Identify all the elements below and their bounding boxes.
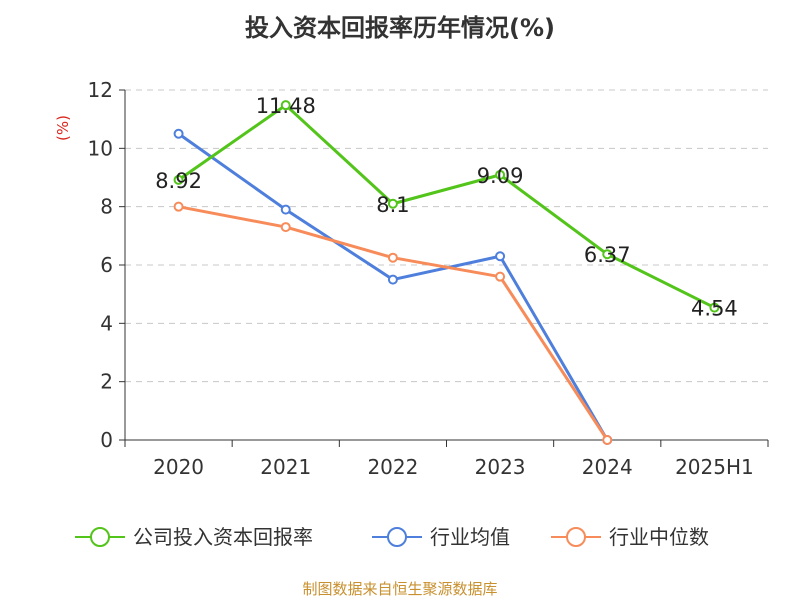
data-label: 6.37: [584, 243, 631, 267]
x-tick-label: 2025H1: [675, 455, 754, 479]
data-label: 4.54: [691, 297, 738, 321]
x-tick-label: 2021: [260, 455, 311, 479]
legend-label-0: 公司投入资本回报率: [133, 525, 313, 549]
y-tick-label: 4: [100, 311, 113, 335]
data-point: [495, 169, 506, 180]
data-label: 8.92: [155, 169, 202, 193]
data-label: 8.1: [376, 193, 409, 217]
legend-label-1: 行业均值: [430, 525, 510, 549]
legend-label-2: 行业中位数: [609, 525, 709, 549]
data-label: 9.09: [477, 164, 524, 188]
data-point: [387, 252, 398, 263]
source-note: 制图数据来自恒生聚源数据库: [302, 580, 498, 598]
data-point: [173, 174, 184, 185]
data-point: [709, 302, 720, 313]
legend: 公司投入资本回报率 行业均值 行业中位数: [75, 525, 709, 549]
y-tick-label: 6: [100, 253, 113, 277]
data-point: [387, 198, 398, 209]
legend-marker-1: [387, 527, 407, 547]
axis-layer: 0 2 4 6 8 10 12 2020 2021 2022 2023 2024 2025H1 (%): [54, 78, 769, 479]
x-tick-label: 2023: [475, 455, 526, 479]
data-label: 11.48: [256, 94, 316, 118]
series-line-1: [177, 132, 609, 441]
legend-marker-2: [566, 527, 586, 547]
series-line-0: [177, 103, 716, 309]
data-point: [602, 249, 613, 260]
data-point: [173, 128, 184, 139]
y-tick-label: 0: [100, 428, 113, 452]
y-axis-label: (%): [54, 115, 72, 141]
y-tick-label: 2: [100, 370, 113, 394]
data-point: [495, 251, 506, 262]
data-point: [280, 204, 291, 215]
data-point: [173, 201, 184, 212]
x-tick-label: 2024: [582, 455, 633, 479]
legend-marker-0: [90, 527, 110, 547]
y-tick-label: 12: [88, 78, 113, 102]
chart-title: 投入资本回报率历年情况(%): [245, 14, 555, 42]
grid-layer: [125, 89, 768, 383]
y-tick-label: 8: [100, 195, 113, 219]
data-label-layer: 8.92 11.48 8.1 9.09 6.37 4.54: [155, 94, 738, 320]
x-tick-label: 2022: [367, 455, 418, 479]
data-point: [280, 100, 291, 111]
data-point: [495, 271, 506, 282]
y-tick-label: 10: [88, 136, 113, 160]
x-tick-label: 2020: [153, 455, 204, 479]
data-point: [387, 274, 398, 285]
data-point: [280, 222, 291, 233]
series-layer: [173, 100, 720, 445]
data-point: [602, 435, 613, 445]
